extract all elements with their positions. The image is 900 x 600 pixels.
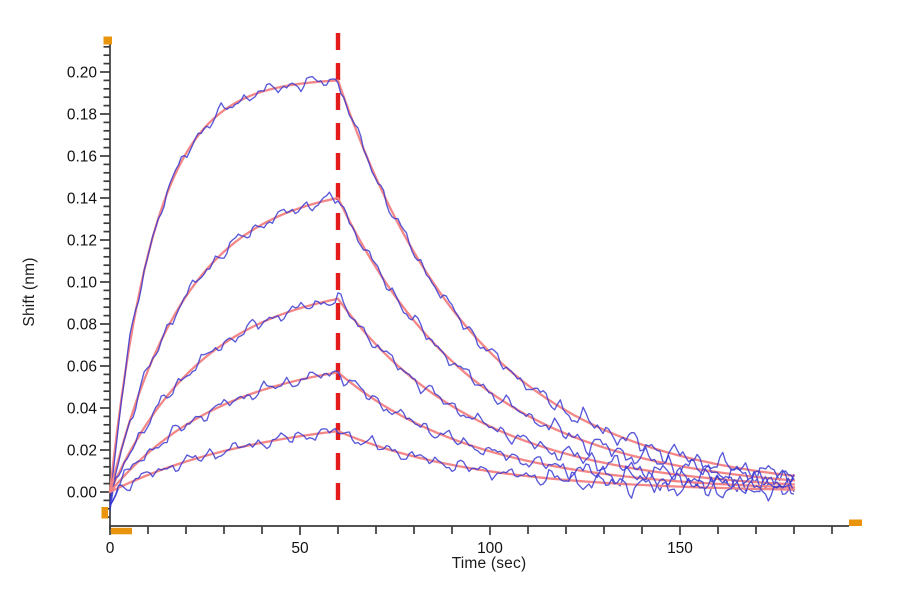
data-trace-trace-5-lowest [109,427,795,507]
data-trace-trace-4 [109,370,795,506]
fit-curve-trace-4 [108,371,796,494]
y-tick-label: 0.02 [67,443,97,460]
y-tick-label: 0.10 [67,275,98,292]
x-axis-right-end-marker [849,519,862,526]
fit-curve-trace-2 [108,196,796,494]
y-tick-label: 0.18 [67,107,97,124]
x-axis-title: Time (sec) [451,555,527,572]
y-tick-label: 0.12 [67,233,97,250]
y-tick-label: 0.00 [67,485,98,502]
y-axis-title: Shift (nm) [21,257,38,327]
y-tick-label: 0.14 [67,191,98,208]
y-tick-label: 0.08 [67,317,97,334]
y-tick-label: 0.20 [67,65,98,82]
data-trace-trace-1-highest [109,75,795,506]
x-tick-label: 100 [477,540,503,557]
fit-curve-trace-5-lowest [108,429,796,494]
fit-curve-trace-1-highest [108,79,796,494]
x-axis-left-end-marker [111,527,132,535]
y-axis-top-end-marker [103,36,112,45]
y-tick-label: 0.16 [67,149,97,166]
y-axis-bottom-end-marker [101,507,108,519]
y-tick-label: 0.04 [67,401,98,418]
x-tick-label: 50 [291,540,309,557]
x-tick-label: 0 [106,540,115,557]
data-trace-trace-3 [109,292,795,503]
y-tick-label: 0.06 [67,359,97,376]
fit-curve-trace-3 [108,297,796,494]
x-tick-label: 150 [667,540,693,557]
